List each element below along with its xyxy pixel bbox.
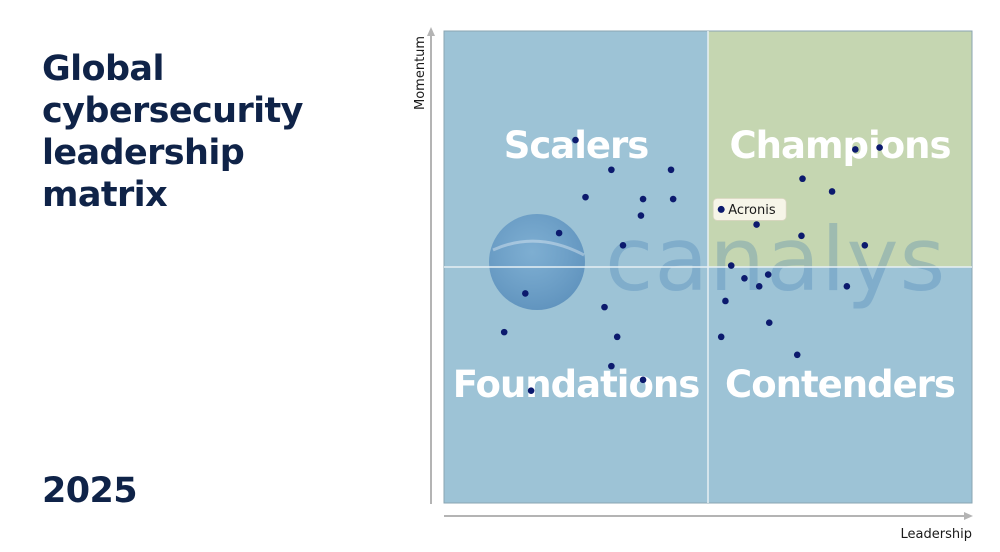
quadrant-scalers: [444, 31, 708, 267]
data-point: [601, 303, 608, 311]
data-point: [861, 241, 869, 249]
highlight-point: [717, 205, 725, 213]
callout-box: [712, 198, 787, 221]
quadrant-label-scalers: Scalers: [504, 124, 649, 167]
canalys-logo-icon: [489, 214, 585, 310]
data-point: [798, 232, 805, 240]
data-point: [755, 283, 763, 290]
watermark-text: canalys: [605, 208, 946, 311]
data-point: [852, 146, 859, 153]
y-axis-label: Momentum: [413, 36, 428, 110]
quadrant-champions: [708, 31, 972, 267]
data-point: [527, 387, 535, 394]
acronis-callout: Acronis: [712, 198, 787, 221]
data-point: [608, 166, 615, 174]
data-point: [764, 271, 772, 278]
quadrant-contenders: [708, 267, 972, 503]
quadrants: [443, 30, 973, 504]
data-point: [669, 195, 677, 203]
canalys-logo-swoosh: [492, 239, 585, 257]
quadrant-label-champions: Champions: [730, 124, 951, 167]
year-label: 2025: [42, 471, 138, 511]
data-point: [741, 275, 748, 282]
highlight-label: Acronis: [728, 203, 776, 218]
canalys-watermark: canalys: [489, 208, 946, 311]
data-point: [522, 290, 529, 297]
data-point: [639, 195, 647, 203]
data-point: [765, 319, 773, 326]
title-line: cybersecurity: [42, 91, 303, 131]
quadrant-label-contenders: Contenders: [725, 363, 955, 406]
data-point: [722, 297, 729, 305]
data-point: [639, 376, 647, 384]
data-point: [717, 333, 725, 341]
data-point: [727, 262, 735, 269]
title-line: matrix: [42, 175, 168, 215]
data-point: [637, 212, 645, 219]
title-line: Global: [42, 49, 164, 89]
x-axis-label: Leadership: [901, 527, 972, 542]
title-line: leadership: [42, 133, 245, 173]
data-point: [793, 351, 801, 359]
quadrant-label-foundations: Foundations: [453, 363, 699, 406]
data-point: [608, 362, 615, 370]
data-point: [619, 241, 627, 249]
data-point: [876, 144, 883, 151]
data-point: [613, 333, 621, 341]
data-point: [828, 188, 836, 195]
data-point: [555, 229, 563, 237]
quadrant-foundations: [444, 267, 708, 503]
data-point: [753, 221, 760, 228]
data-point: [799, 175, 806, 183]
page-title: Global cybersecurity leadership matrix: [42, 48, 342, 216]
data-point: [667, 166, 675, 174]
data-point: [500, 328, 508, 336]
data-point: [843, 283, 851, 290]
data-point: [582, 193, 589, 201]
data-points: [500, 136, 883, 394]
data-point: [572, 136, 579, 144]
